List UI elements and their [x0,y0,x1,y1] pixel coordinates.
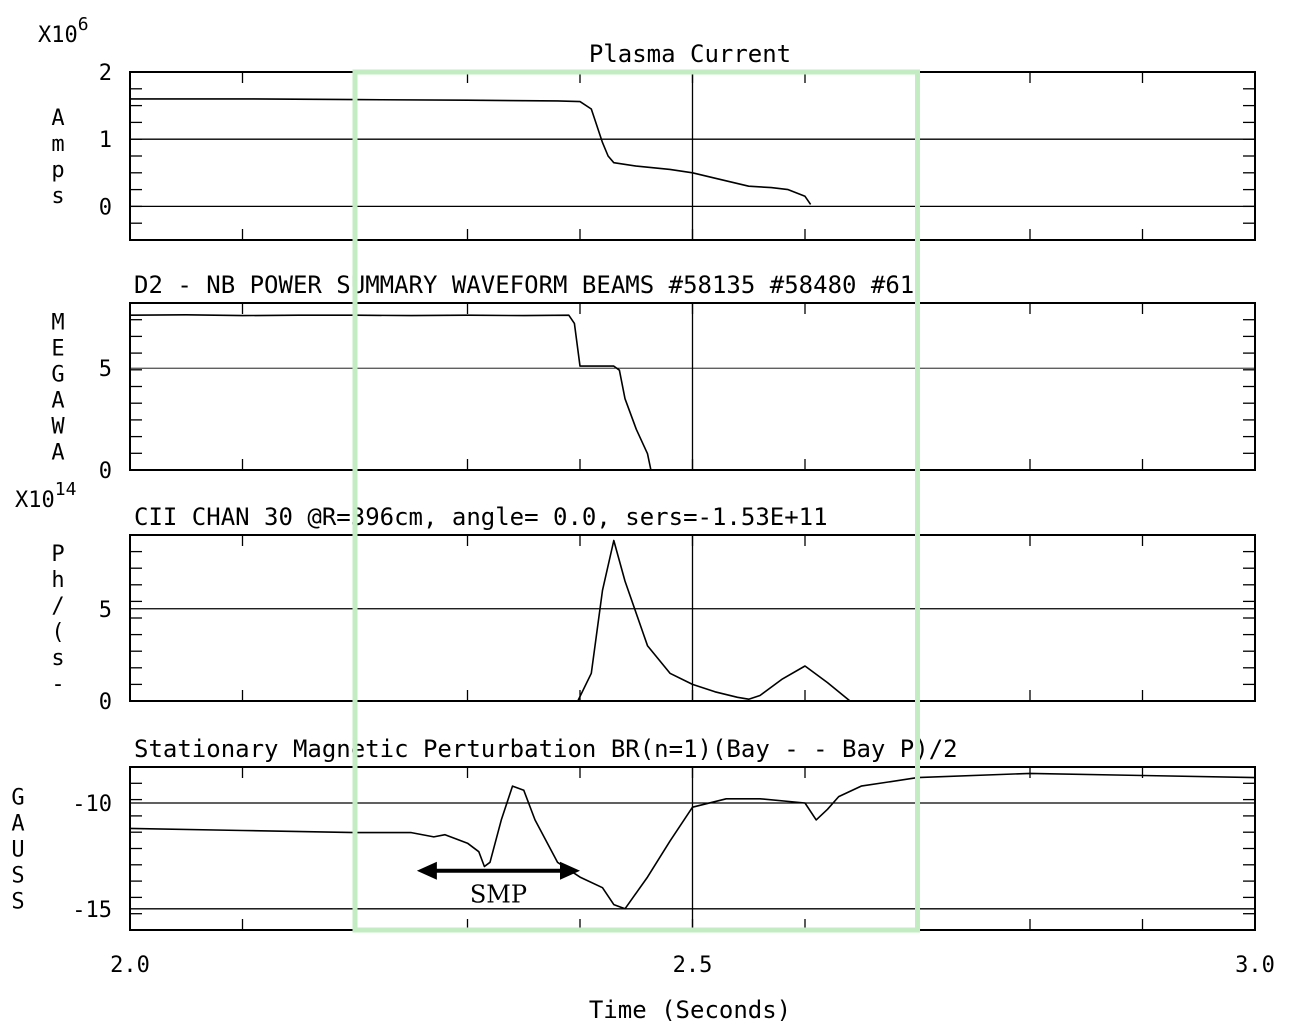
panel-1: 0 1 2 Plasma Current A m p s X106 [38,14,1256,241]
series-line [577,539,851,702]
panel-2: 0 5 D2 - NB POWER SUMMARY WAVEFORM BEAMS #… [51,271,1256,484]
y-tick-label: 1 [99,128,112,153]
highlight-box [352,69,920,933]
series-line [129,772,1256,910]
panel-3: 0 5 CII CHAN 30 @R=396cm, angle= 0.0, sers… [15,479,1256,715]
series-line [129,313,652,471]
panel-title: Stationary Magnetic Perturbation BR(n=1)… [134,735,958,763]
y-tick-label: -15 [72,898,112,923]
x-tick-label: 3.0 [1235,953,1275,978]
y-tick-label: 0 [99,195,112,220]
smp-arrow-right-head [560,861,580,880]
panel-title: CII CHAN 30 @R=396cm, angle= 0.0, sers=-… [134,503,828,531]
smp-annotation-label: SMP [470,881,527,909]
smp-arrow-left-head [416,861,437,880]
panel-4: -10 -15 Stationary Magnetic Perturbation B… [11,735,1256,931]
y-tick-label: 0 [99,459,112,484]
x-tick-label: 2.0 [110,953,150,978]
y-tick-label: -10 [72,792,112,817]
y-tick-label: 2 [99,61,112,86]
y-tick-label: 5 [99,598,112,623]
y-tick-label: 5 [99,357,112,382]
y-exponent-label: X106 [38,14,89,48]
series-line [130,98,812,205]
x-tick-label: 2.5 [673,953,713,978]
x-axis: 2.0 2.5 3.0 Time (Seconds) [110,953,1275,1024]
panel-title: D2 - NB POWER SUMMARY WAVEFORM BEAMS #58… [134,271,914,299]
y-tick-label: 0 [99,690,112,715]
panel-title: Plasma Current [589,40,791,68]
x-axis-label: Time (Seconds) [589,996,791,1024]
panels-layer: 0 1 2 Plasma Current A m p s X106 0 5 D2 - NB POWER… [11,14,1256,931]
y-exponent-label: X1014 [15,479,76,513]
